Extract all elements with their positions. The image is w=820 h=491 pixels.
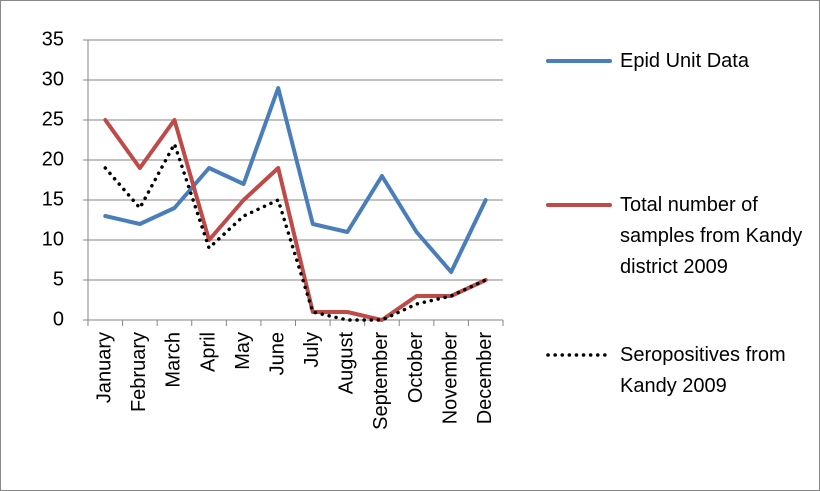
series-line — [103, 86, 488, 274]
x-tick-label: February — [128, 332, 150, 412]
legend-label: Total number of samples from Kandy distr… — [620, 194, 803, 278]
x-tick-label: September — [370, 332, 392, 430]
x-tick-label: August — [336, 332, 358, 395]
y-tick-label: 20 — [42, 148, 64, 170]
y-tick-label: 35 — [42, 28, 64, 50]
y-tick-label: 10 — [42, 228, 64, 250]
y-tick-label: 5 — [53, 268, 64, 290]
x-tick-label: May — [232, 332, 254, 370]
y-tick-label: 15 — [42, 188, 64, 210]
x-tick-label: April — [197, 332, 219, 372]
y-tick-label: 25 — [42, 108, 64, 130]
x-tick-label: October — [405, 332, 427, 403]
x-tick-label: November — [439, 332, 461, 425]
legend-entry: Seropositives from Kandy 2009 — [620, 344, 786, 397]
legend-label: Epid Unit Data — [620, 50, 749, 72]
x-tick-label: June — [266, 332, 288, 375]
y-tick-label: 30 — [42, 68, 64, 90]
legend-entry: Total number of samples from Kandy distr… — [620, 194, 803, 278]
legend-entry: Epid Unit Data — [620, 50, 749, 72]
x-tick-label: December — [474, 332, 496, 425]
series-line — [103, 118, 488, 322]
series-line — [103, 142, 488, 322]
x-tick-label: July — [301, 332, 323, 368]
legend-label: Seropositives from Kandy 2009 — [620, 344, 786, 397]
x-tick-label: March — [163, 332, 185, 388]
y-tick-label: 0 — [53, 308, 64, 330]
x-tick-label: January — [94, 332, 116, 403]
